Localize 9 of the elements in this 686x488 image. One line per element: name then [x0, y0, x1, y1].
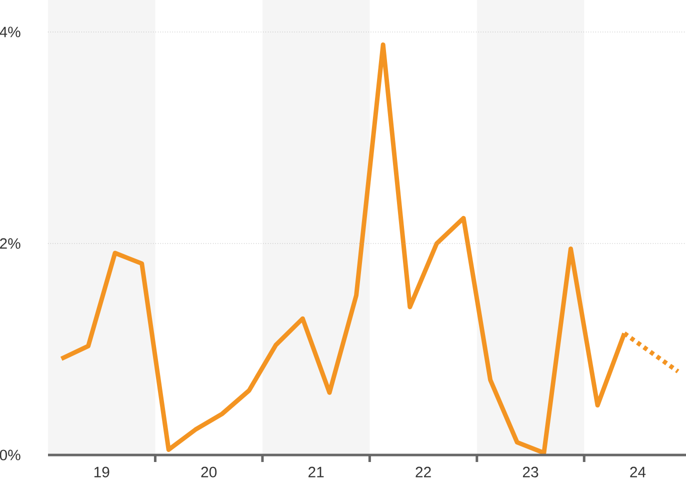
x-tick-label: 22 [416, 466, 431, 478]
x-tick-label: 23 [522, 466, 538, 478]
x-tick-label: 19 [94, 466, 110, 478]
x-tick-label: 24 [630, 466, 646, 478]
y-tick-label: 4% [0, 26, 20, 38]
x-tick-label: 21 [308, 466, 324, 478]
y-tick-label: 2% [0, 238, 20, 249]
y-tick-label: 0% [0, 450, 20, 460]
x-tick-label: 20 [201, 466, 217, 478]
